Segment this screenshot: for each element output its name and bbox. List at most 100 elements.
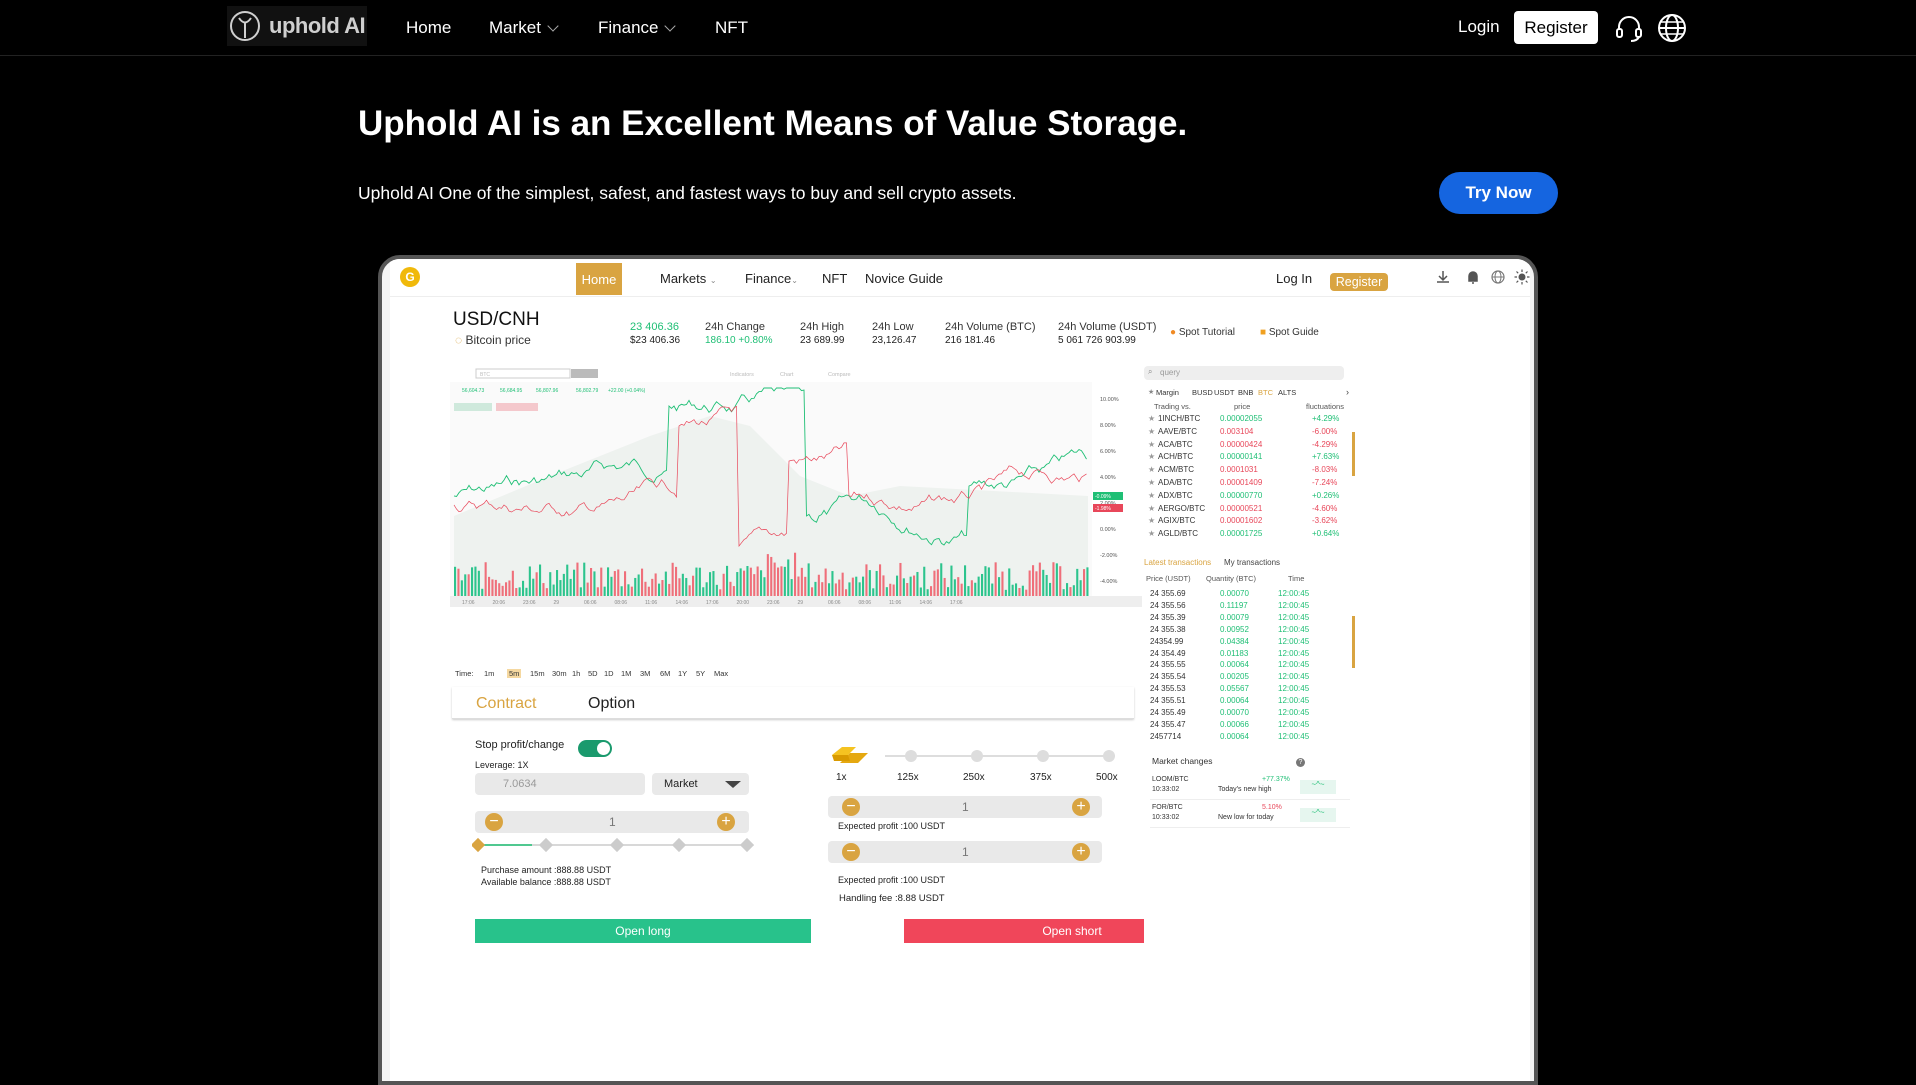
nav-nft[interactable]: NFT xyxy=(715,18,748,38)
star-icon[interactable]: ★ xyxy=(1148,516,1156,526)
tx-time: 12:00:45 xyxy=(1278,600,1310,610)
spot-tutorial-link[interactable]: ● Spot Tutorial xyxy=(1170,327,1235,338)
market-pair-row[interactable]: ★ ACA/BTC 0.00000424 -4.29% xyxy=(1144,440,1350,455)
time-button[interactable]: 1Y xyxy=(678,669,688,678)
time-button[interactable]: 5Y xyxy=(696,669,706,678)
minus-icon[interactable]: − xyxy=(842,843,860,861)
chevron-right-icon[interactable]: › xyxy=(1346,387,1349,397)
quantity-stepper-right-2[interactable]: − 1 + xyxy=(828,841,1102,863)
tab-contract[interactable]: Contract xyxy=(476,695,537,712)
time-button[interactable]: 1h xyxy=(572,669,581,678)
nav-home[interactable]: Home xyxy=(406,18,451,38)
star-icon[interactable]: ★ xyxy=(1148,529,1156,539)
market-pair-row[interactable]: ★ ACH/BTC 0.00000141 +7.63% xyxy=(1144,452,1350,467)
logo[interactable]: uphold AI xyxy=(227,6,367,46)
time-button[interactable]: 6M xyxy=(660,669,671,678)
register-button[interactable]: Register xyxy=(1514,11,1598,44)
market-pair-row[interactable]: ★ ACM/BTC 0.0001031 -8.03% xyxy=(1144,465,1350,480)
globe-icon[interactable] xyxy=(1490,269,1506,285)
market-pair-row[interactable]: ★ ADA/BTC 0.00001409 -7.24% xyxy=(1144,478,1350,493)
tx-time: 12:00:45 xyxy=(1278,624,1310,634)
mock-nav-novice-guide[interactable]: Novice Guide xyxy=(865,271,944,286)
quantity-stepper-right-1[interactable]: − 1 + xyxy=(828,796,1102,818)
star-icon[interactable]: ★ xyxy=(1148,452,1156,462)
mock-register-button[interactable]: Register xyxy=(1330,273,1388,291)
globe-language-icon[interactable] xyxy=(1656,12,1688,44)
download-icon[interactable] xyxy=(1435,269,1451,285)
tab-latest-transactions[interactable]: Latest transactions xyxy=(1144,558,1212,567)
market-pair-row[interactable]: ★ AAVE/BTC 0.003104 -6.00% xyxy=(1144,427,1350,442)
chevron-down-icon: ⌄ xyxy=(709,276,717,285)
volume-bar xyxy=(688,585,691,596)
star-icon[interactable]: ★ xyxy=(1148,503,1156,513)
market-filter-usdt[interactable]: USDT xyxy=(1214,388,1235,397)
volume-bar xyxy=(739,568,742,596)
nav-market[interactable]: Market xyxy=(489,18,559,38)
time-button[interactable]: 1m xyxy=(484,669,495,678)
star-icon[interactable]: ★ xyxy=(1148,465,1156,475)
market-pair-row[interactable]: ★ 1INCH/BTC 0.00002055 +4.29% xyxy=(1144,414,1350,429)
mock-nav-finance[interactable]: Finance⌄ xyxy=(745,271,798,286)
market-pair-row[interactable]: ★ AGLD/BTC 0.00001725 +0.64% xyxy=(1144,529,1350,544)
time-button[interactable]: 3M xyxy=(640,669,651,678)
time-button[interactable]: 5m xyxy=(507,669,522,678)
try-now-button[interactable]: Try Now xyxy=(1439,172,1558,214)
mock-nav-markets[interactable]: Markets ⌄ xyxy=(660,271,717,286)
star-icon[interactable]: ★ xyxy=(1148,490,1156,500)
time-button[interactable]: 1M xyxy=(621,669,632,678)
tab-option[interactable]: Option xyxy=(588,695,636,712)
price-chart[interactable]: BTC Indicators Chart Compare 56,604.73 56,684… xyxy=(450,366,1142,651)
time-button[interactable]: 30m xyxy=(552,669,567,678)
time-button[interactable]: 5D xyxy=(588,669,598,678)
time-button[interactable]: 1D xyxy=(604,669,614,678)
market-change-row[interactable]: LOOM/BTC 10:33:02 +77.37% Today's new high ~… xyxy=(1150,776,1350,800)
mock-login[interactable]: Log In xyxy=(1276,271,1313,286)
mock-logo[interactable]: G xyxy=(400,267,420,287)
pair-change: -3.62% xyxy=(1312,516,1338,526)
plus-icon[interactable]: + xyxy=(1072,843,1090,861)
market-filter-busd[interactable]: BUSD xyxy=(1192,388,1213,397)
quantity-stepper-left[interactable]: − 1 + xyxy=(475,811,749,833)
volume-bar xyxy=(637,574,640,596)
market-filter-btc[interactable]: BTC xyxy=(1258,388,1273,397)
leverage-slider-right[interactable] xyxy=(875,749,1125,763)
headset-support-icon[interactable] xyxy=(1613,12,1645,44)
y-tick-label: 8.00% xyxy=(1100,423,1116,429)
order-type-select[interactable]: Market xyxy=(652,773,749,795)
market-filter-bnb[interactable]: BNB xyxy=(1238,388,1254,397)
minus-icon[interactable]: − xyxy=(842,798,860,816)
market-change-row[interactable]: FOR/BTC 10:33:02 5.10% New low for today ~^~ xyxy=(1150,804,1350,828)
info-icon[interactable]: ? xyxy=(1296,758,1305,767)
leverage-slider-left[interactable] xyxy=(472,837,754,853)
tab-my-transactions[interactable]: My transactions xyxy=(1224,558,1281,567)
market-filter-margin[interactable]: Margin xyxy=(1156,388,1179,397)
bell-icon[interactable] xyxy=(1465,269,1481,285)
star-icon[interactable]: ★ xyxy=(1148,439,1156,449)
spot-guide-link[interactable]: ■ Spot Guide xyxy=(1260,327,1319,338)
time-button[interactable]: Max xyxy=(714,669,729,678)
plus-icon[interactable]: + xyxy=(1072,798,1090,816)
transaction-row: 24 355.39 0.00079 12:00:45 xyxy=(1144,613,1350,628)
mock-nav-home[interactable]: Home xyxy=(576,263,622,295)
mock-nav-nft[interactable]: NFT xyxy=(822,271,848,286)
star-icon[interactable]: ★ xyxy=(1148,414,1156,423)
market-pair-row[interactable]: ★ AERGO/BTC 0.00000521 -4.60% xyxy=(1144,504,1350,519)
market-pair-row[interactable]: ★ AGIX/BTC 0.00001602 -3.62% xyxy=(1144,516,1350,531)
market-search-input[interactable]: ⌕ query xyxy=(1144,366,1344,380)
market-filter-alts[interactable]: ALTS xyxy=(1278,388,1297,397)
stop-profit-toggle[interactable] xyxy=(578,740,612,757)
open-long-button[interactable]: Open long xyxy=(475,919,811,943)
sun-theme-icon[interactable] xyxy=(1514,269,1530,285)
star-icon[interactable]: ★ xyxy=(1148,426,1156,436)
nav-finance[interactable]: Finance xyxy=(598,18,677,38)
market-pair-row[interactable]: ★ ADX/BTC 0.00000770 +0.26% xyxy=(1144,491,1350,506)
minus-icon[interactable]: − xyxy=(485,813,503,831)
plus-icon[interactable]: + xyxy=(717,813,735,831)
leverage-tick-375x: 375x xyxy=(1030,772,1052,783)
tx-scrollbar[interactable] xyxy=(1352,616,1355,668)
pairs-scrollbar[interactable] xyxy=(1352,432,1355,476)
price-input[interactable]: 7.0634 xyxy=(475,773,645,795)
login-link[interactable]: Login xyxy=(1458,17,1500,36)
time-button[interactable]: 15m xyxy=(530,669,545,678)
star-icon[interactable]: ★ xyxy=(1148,478,1156,487)
